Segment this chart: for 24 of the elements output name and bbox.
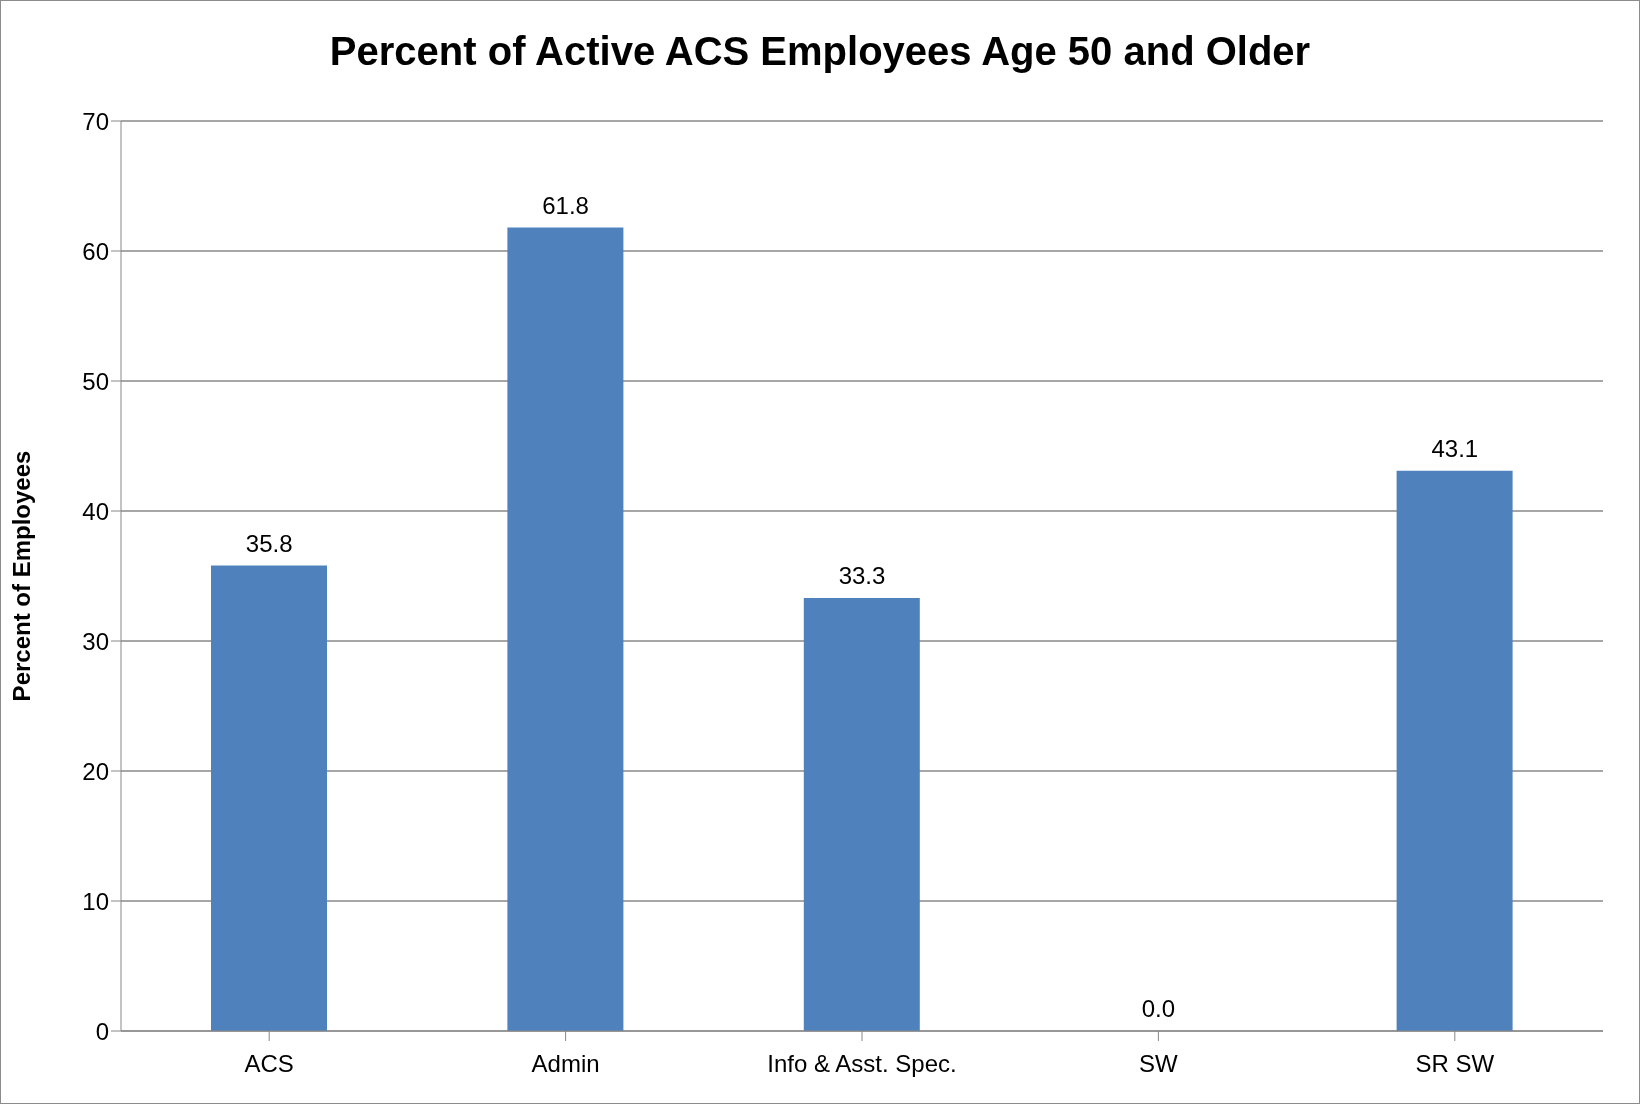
y-tick-label: 30 bbox=[82, 627, 109, 655]
data-label: 33.3 bbox=[838, 562, 886, 590]
x-tick-label: Info & Asst. Spec. bbox=[767, 1050, 957, 1078]
data-label: 0.0 bbox=[1141, 995, 1176, 1022]
x-tick-label: Admin bbox=[531, 1050, 600, 1078]
x-tick-label: ACS bbox=[244, 1050, 294, 1078]
x-tick-label: SW bbox=[1139, 1050, 1179, 1078]
data-label: 61.8 bbox=[542, 191, 589, 219]
y-tick-label: 10 bbox=[82, 887, 109, 915]
y-axis-title: Percent of Employees bbox=[7, 450, 35, 702]
y-tick-label: 70 bbox=[82, 107, 109, 135]
y-tick-label: 20 bbox=[82, 757, 109, 785]
y-tick-label: 50 bbox=[82, 367, 109, 395]
data-label: 35.8 bbox=[245, 529, 293, 557]
chart-title: Percent of Active ACS Employees Age 50 and Older bbox=[328, 29, 1312, 74]
bar bbox=[507, 227, 624, 1031]
y-tick-label: 40 bbox=[82, 497, 109, 525]
y-tick-label: 0 bbox=[95, 1017, 109, 1045]
x-tick-label: SR SW bbox=[1415, 1050, 1495, 1078]
y-tick-label: 60 bbox=[82, 237, 109, 265]
bar bbox=[211, 565, 327, 1031]
bar bbox=[803, 598, 920, 1031]
data-label: 43.1 bbox=[1431, 434, 1479, 462]
bar bbox=[1396, 470, 1513, 1031]
